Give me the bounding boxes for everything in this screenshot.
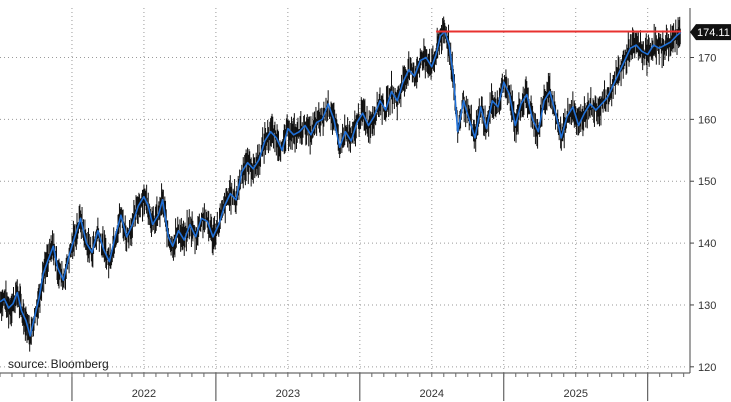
source-label: source: Bloomberg	[8, 357, 109, 371]
y-tick-label: 120	[698, 362, 716, 374]
y-tick-label: 140	[698, 238, 716, 250]
x-year-label: 2025	[563, 388, 587, 400]
x-year-label: 2023	[276, 388, 300, 400]
last-value-badge	[690, 24, 731, 41]
x-year-label: 2022	[132, 388, 156, 400]
price-series	[0, 16, 682, 352]
x-year-label: 2024	[420, 388, 444, 400]
price-line	[0, 30, 682, 337]
axes: 120 130 140 150 160 170 174.11 2022 2023 2024 2025	[0, 8, 731, 401]
y-tick-label: 130	[698, 300, 716, 312]
gridlines	[0, 8, 688, 373]
last-value-label: 174.11	[697, 27, 730, 39]
y-tick-label: 160	[698, 114, 716, 126]
y-tick-label: 170	[698, 52, 716, 64]
y-tick-label: 150	[698, 176, 716, 188]
